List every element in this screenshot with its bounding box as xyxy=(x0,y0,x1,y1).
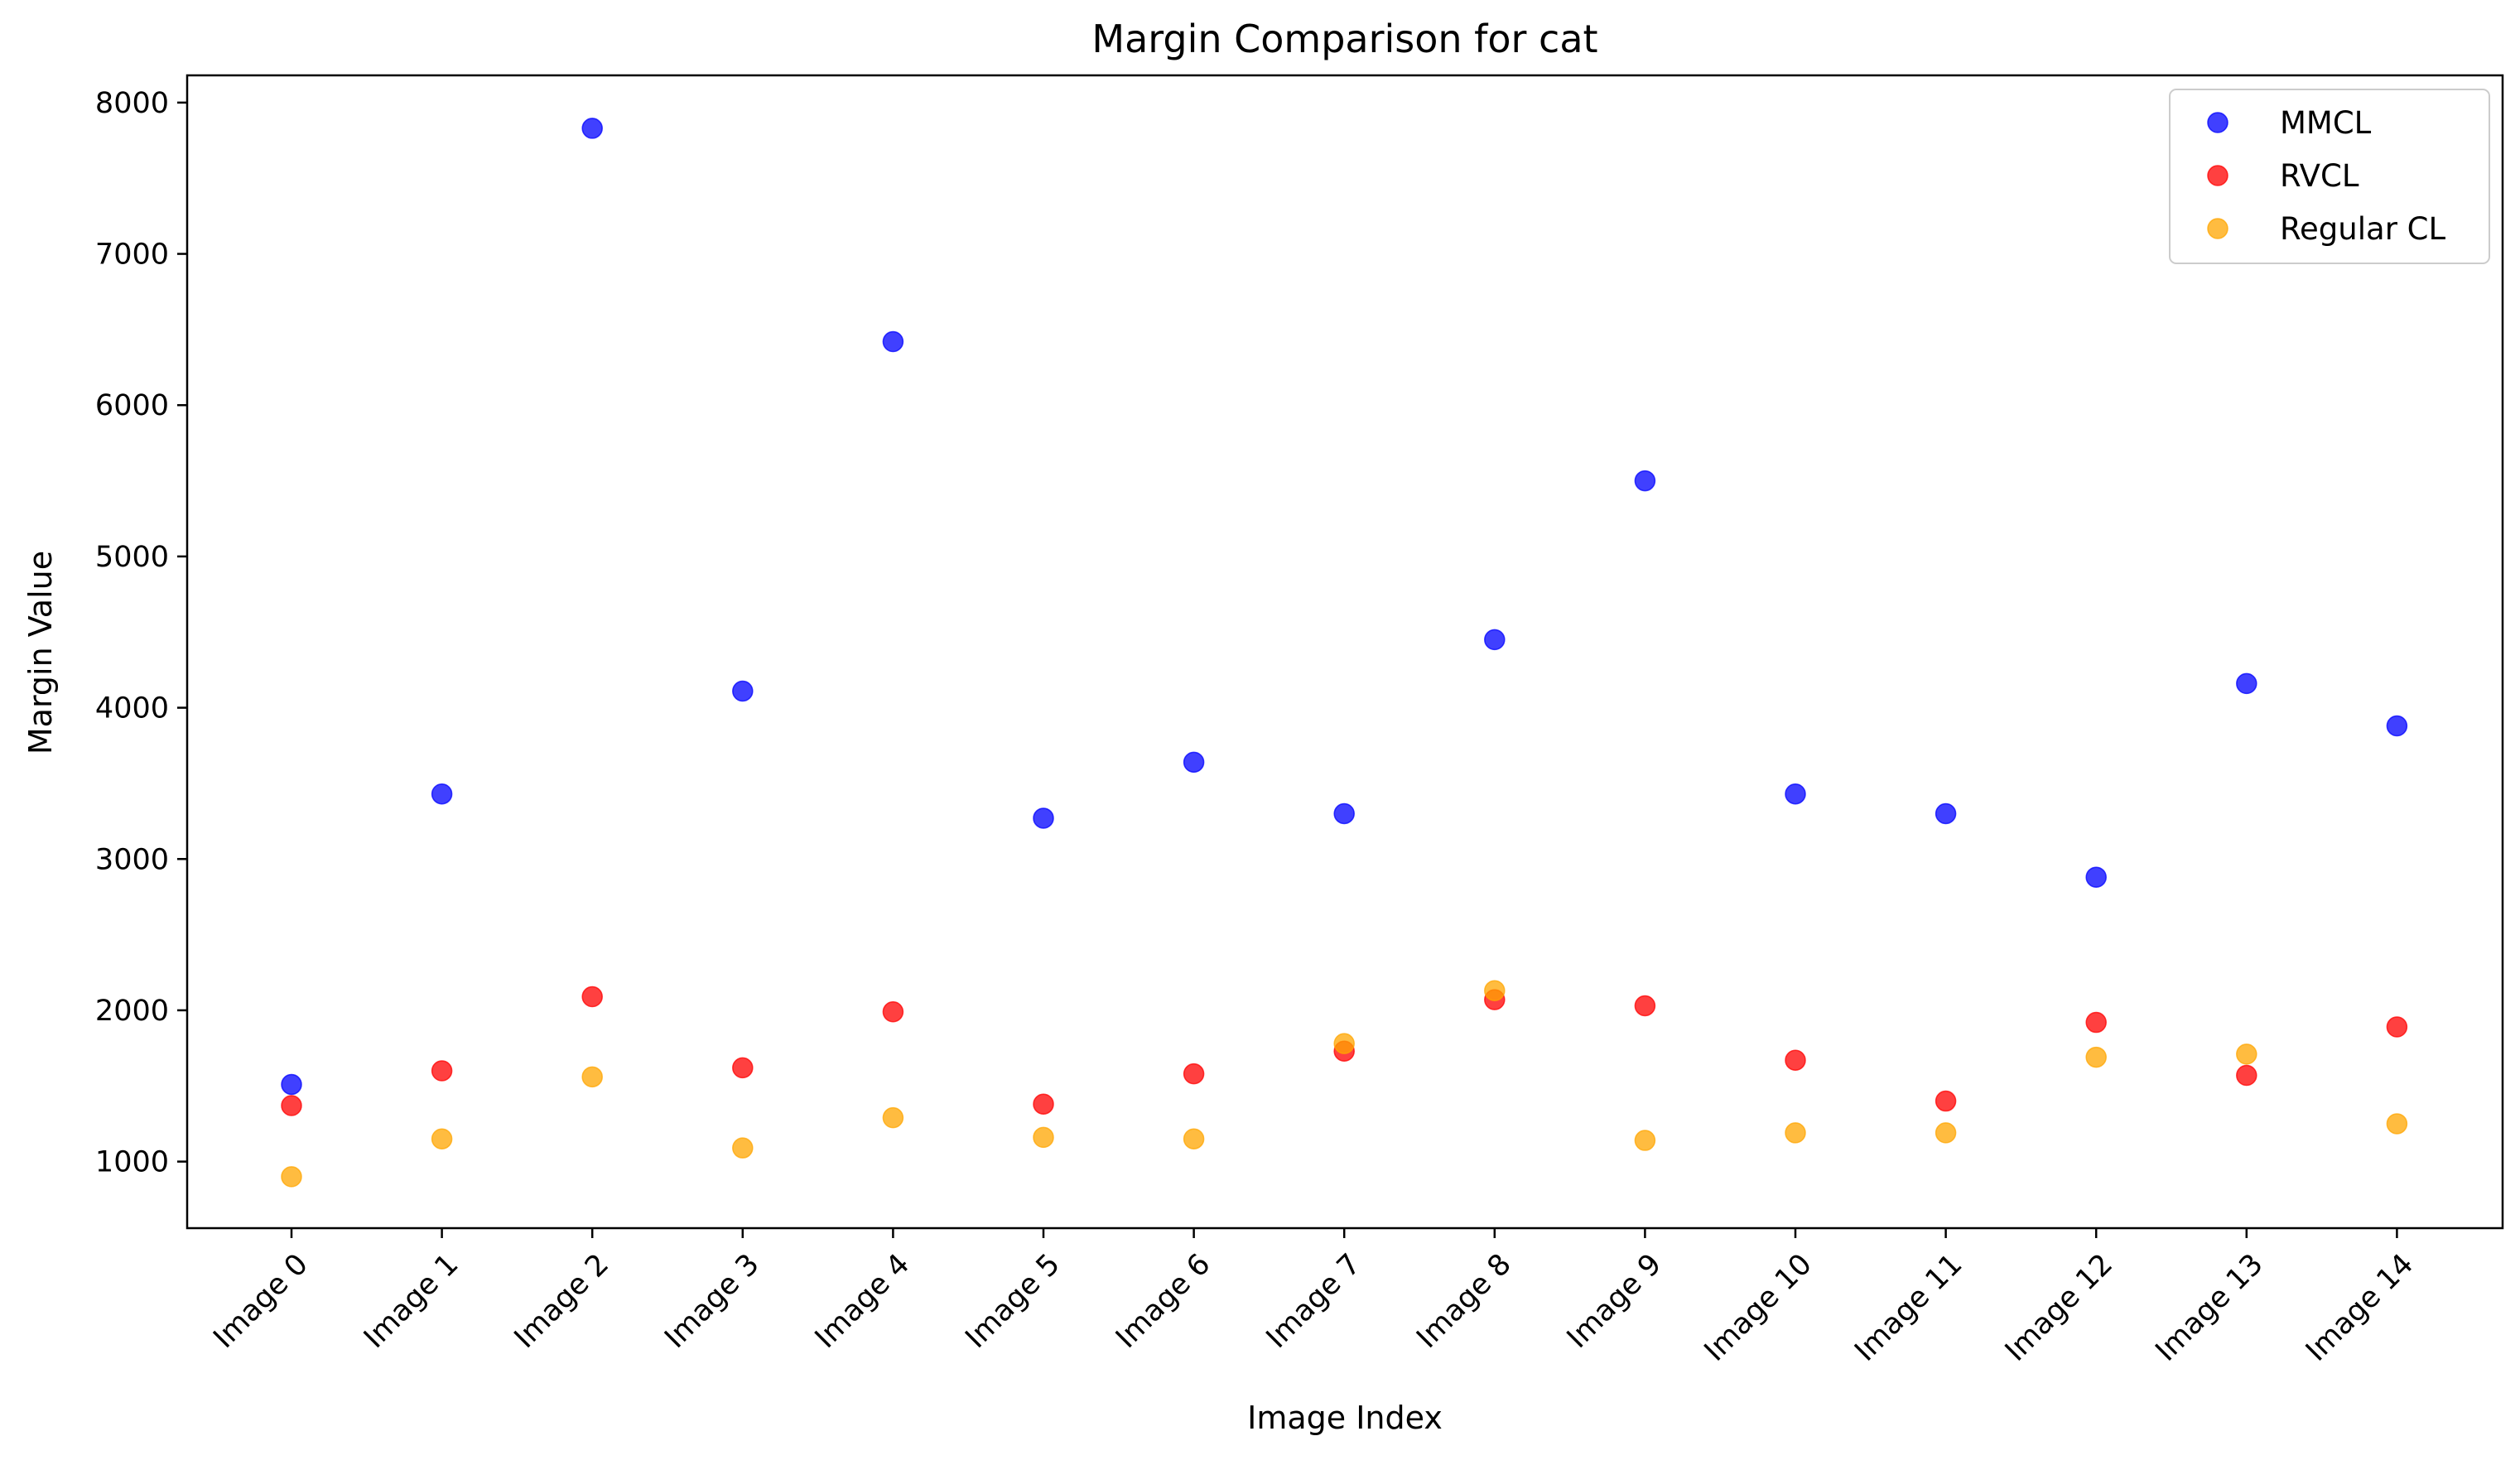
data-point xyxy=(1183,751,1205,773)
data-point xyxy=(431,1060,453,1082)
plot-frame xyxy=(186,74,2504,1230)
chart-title: Margin Comparison for cat xyxy=(1091,17,1597,61)
data-point xyxy=(1183,1128,1205,1149)
data-point xyxy=(1183,1063,1205,1085)
data-point xyxy=(2236,1064,2257,1087)
data-point xyxy=(1634,1130,1656,1151)
data-point xyxy=(732,680,754,702)
data-point xyxy=(1333,1033,1355,1054)
data-point xyxy=(581,986,603,1008)
data-point xyxy=(1033,1126,1054,1149)
data-point xyxy=(2386,1016,2408,1038)
data-point xyxy=(1033,1093,1054,1115)
y-axis-title: Margin Value xyxy=(22,551,59,754)
legend: MMCL RVCL Regular CL xyxy=(2169,89,2490,264)
data-point xyxy=(1785,1122,1806,1144)
data-point xyxy=(2236,1043,2257,1065)
data-point xyxy=(1935,1122,1957,1144)
data-point xyxy=(431,783,453,805)
data-point xyxy=(1484,629,1506,651)
data-point xyxy=(281,1166,302,1188)
data-point xyxy=(2085,866,2107,888)
data-point xyxy=(732,1057,754,1079)
y-tick-label: 3000 xyxy=(95,843,169,876)
y-tick-label: 7000 xyxy=(95,239,169,272)
data-point xyxy=(1333,802,1355,825)
data-point xyxy=(2236,672,2257,695)
x-axis-title: Image Index xyxy=(1247,1400,1443,1436)
y-tick-label: 2000 xyxy=(95,995,169,1028)
data-point xyxy=(1033,807,1054,829)
data-point xyxy=(581,118,603,139)
data-point xyxy=(732,1137,754,1159)
data-point xyxy=(581,1066,603,1088)
data-point xyxy=(1935,802,1957,825)
data-point xyxy=(882,330,904,353)
data-point xyxy=(431,1128,453,1149)
data-point xyxy=(2386,715,2408,737)
y-axis: 1000 2000 3000 4000 5000 6000 7000 8000 xyxy=(95,87,187,1179)
data-point xyxy=(1785,783,1806,805)
data-point xyxy=(2085,1011,2107,1034)
y-tick-label: 5000 xyxy=(95,541,169,574)
legend-label: RVCL xyxy=(2280,158,2359,194)
series-regular-cl xyxy=(281,980,2408,1188)
data-points xyxy=(281,118,2408,1188)
data-point xyxy=(281,1095,302,1116)
y-tick-label: 6000 xyxy=(95,389,169,422)
legend-marker xyxy=(2207,218,2228,239)
series-mmcl xyxy=(281,118,2408,1096)
legend-label: Regular CL xyxy=(2280,211,2446,247)
data-point xyxy=(1634,995,1656,1017)
data-point xyxy=(281,1073,302,1096)
y-tick-label: 1000 xyxy=(95,1146,169,1179)
data-point xyxy=(2386,1113,2408,1135)
y-tick-label: 4000 xyxy=(95,692,169,725)
data-point xyxy=(2085,1046,2107,1068)
data-point xyxy=(1785,1049,1806,1071)
legend-box xyxy=(2169,89,2490,264)
data-point xyxy=(1484,980,1506,1001)
data-point xyxy=(882,1001,904,1023)
data-point xyxy=(1935,1090,1957,1112)
legend-label: MMCL xyxy=(2280,105,2372,141)
data-point xyxy=(882,1106,904,1129)
data-point xyxy=(1634,470,1656,492)
legend-marker xyxy=(2207,165,2228,186)
legend-marker xyxy=(2207,112,2228,133)
y-tick-label: 8000 xyxy=(95,87,169,120)
